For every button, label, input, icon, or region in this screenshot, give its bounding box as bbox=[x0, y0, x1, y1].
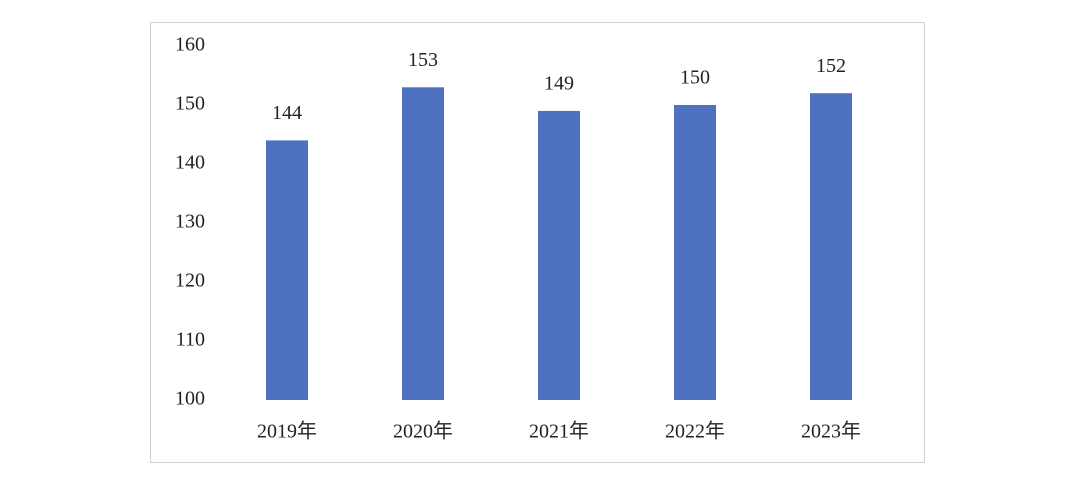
y-tick-label: 120 bbox=[175, 270, 205, 292]
bar bbox=[266, 140, 308, 400]
y-tick-label: 150 bbox=[175, 93, 205, 115]
bar bbox=[810, 93, 852, 400]
data-label: 153 bbox=[408, 49, 438, 71]
data-label: 150 bbox=[680, 67, 710, 89]
bar bbox=[402, 87, 444, 401]
y-tick-label: 100 bbox=[175, 388, 205, 410]
data-label: 152 bbox=[816, 55, 846, 77]
x-tick-label: 2019年 bbox=[257, 420, 317, 443]
x-tick-label: 2021年 bbox=[529, 420, 589, 443]
y-tick-label: 140 bbox=[175, 152, 205, 174]
data-label: 144 bbox=[272, 102, 302, 124]
x-tick-label: 2023年 bbox=[801, 420, 861, 443]
x-tick-label: 2022年 bbox=[665, 420, 725, 443]
bar bbox=[538, 110, 580, 401]
y-tick-label: 130 bbox=[175, 211, 205, 233]
bar bbox=[674, 105, 716, 400]
data-label: 149 bbox=[544, 72, 574, 94]
y-tick-label: 160 bbox=[175, 34, 205, 56]
y-tick-label: 110 bbox=[176, 329, 205, 351]
x-tick-label: 2020年 bbox=[393, 420, 453, 443]
